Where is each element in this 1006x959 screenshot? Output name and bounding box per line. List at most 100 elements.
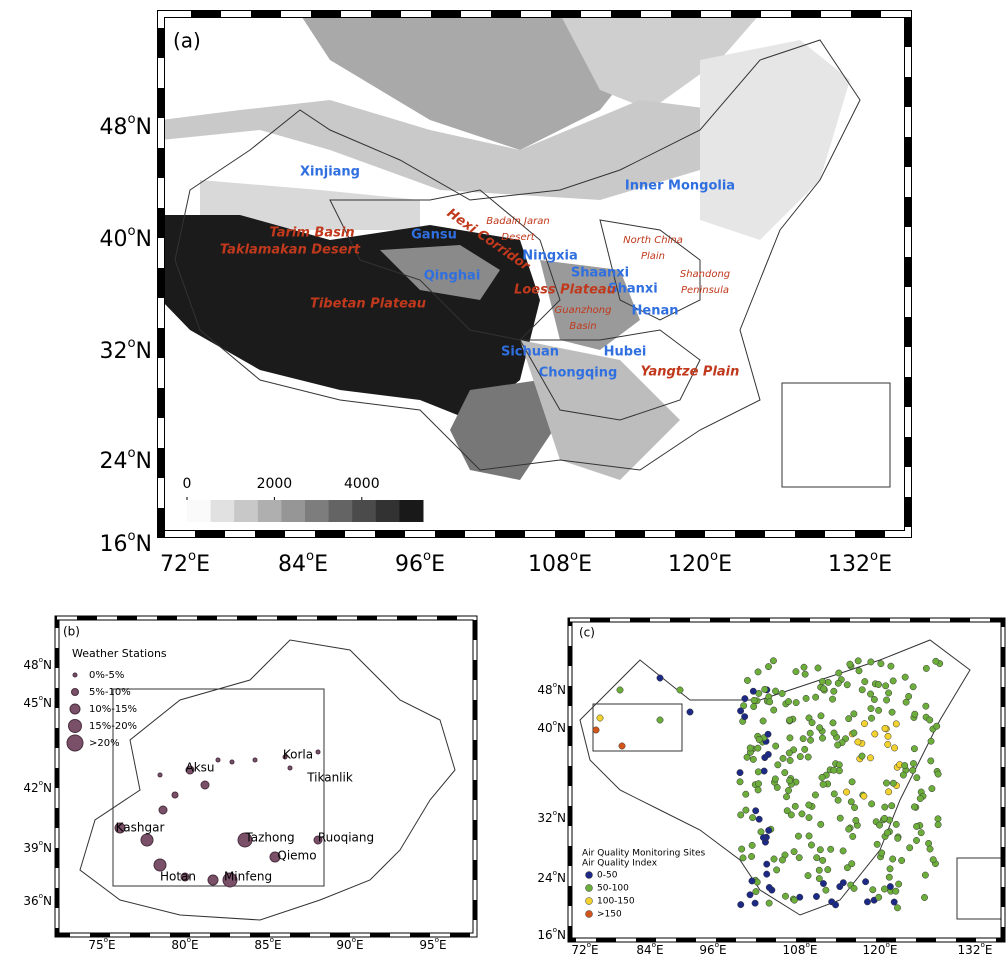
site-dot <box>902 674 908 680</box>
tick-label: 39oN <box>23 838 52 854</box>
tick-number: 24 <box>99 449 127 474</box>
site-dot <box>883 780 889 786</box>
station-dot <box>253 758 257 762</box>
site-dot <box>737 779 743 785</box>
tick-unit: N <box>136 227 152 252</box>
tick-number: 96 <box>395 552 423 577</box>
site-dot <box>783 794 789 800</box>
tick-number: 45 <box>23 696 38 710</box>
site-dot <box>791 897 797 903</box>
site-dot <box>593 727 599 733</box>
site-dot <box>760 834 766 840</box>
site-dot <box>766 699 772 705</box>
site-dot <box>771 856 777 862</box>
station-dot <box>159 806 167 814</box>
region-label: North China <box>623 235 683 246</box>
site-dot <box>848 799 854 805</box>
province-label: Hubei <box>604 345 647 360</box>
tick-unit: E <box>810 943 818 957</box>
tick-unit: E <box>196 552 210 577</box>
region-label: Basin <box>569 321 596 332</box>
tick-number: 39 <box>23 841 38 855</box>
site-dot <box>840 848 846 854</box>
site-dot <box>895 835 901 841</box>
legend-label: 15%-20% <box>89 721 137 732</box>
site-dot <box>905 693 911 699</box>
site-dot <box>740 855 746 861</box>
tick-number: 85 <box>254 938 269 952</box>
station-label: Kashgar <box>116 821 165 835</box>
site-dot <box>835 680 841 686</box>
tick-label: 24oN <box>99 446 152 474</box>
degree-sign: o <box>127 112 135 127</box>
site-dot <box>813 854 819 860</box>
panel-label: (c) <box>579 626 595 640</box>
site-dot <box>737 769 743 775</box>
province-label: Sichuan <box>501 345 559 360</box>
site-dot <box>935 822 941 828</box>
province-label: Inner Mongolia <box>625 179 735 194</box>
tick-unit: E <box>274 938 282 952</box>
site-dot <box>786 717 792 723</box>
site-dot <box>795 833 801 839</box>
site-dot <box>758 829 764 835</box>
colorbar-cell <box>352 500 376 522</box>
site-dot <box>800 735 806 741</box>
site-dot <box>807 737 813 743</box>
site-dot <box>855 739 861 745</box>
site-dot <box>761 768 767 774</box>
degree-sign: o <box>127 336 135 351</box>
site-dot <box>787 735 793 741</box>
tick-label: 96oE <box>699 940 726 956</box>
colorbar-cell <box>281 500 305 522</box>
station-label: Tazhong <box>244 831 294 845</box>
tick-label: 42oN <box>23 778 52 794</box>
site-dot <box>762 686 768 692</box>
site-dot <box>867 755 873 761</box>
site-dot <box>755 745 761 751</box>
site-dot <box>796 854 802 860</box>
station-dot <box>158 773 162 777</box>
tick-number: 40 <box>99 227 127 252</box>
site-dot <box>779 690 785 696</box>
tick-label: 45oN <box>23 693 52 709</box>
legend-label: 100-150 <box>597 897 635 907</box>
site-dot <box>782 769 788 775</box>
site-dot <box>889 856 895 862</box>
site-dot <box>818 713 824 719</box>
site-dot <box>889 802 895 808</box>
site-dot <box>803 695 809 701</box>
site-dot <box>771 707 777 713</box>
site-dot <box>910 767 916 773</box>
tick-unit: E <box>890 943 898 957</box>
site-dot <box>782 893 788 899</box>
site-dot <box>820 857 826 863</box>
degree-sign: o <box>870 549 878 564</box>
tick-label: 72oE <box>571 940 598 956</box>
site-dot <box>846 826 852 832</box>
site-dot <box>836 670 842 676</box>
tick-number: 48 <box>537 683 552 697</box>
legend-label: 10%-15% <box>89 704 137 715</box>
site-dot <box>859 753 865 759</box>
tick-unit: E <box>439 938 447 952</box>
region-label: Tarim Basin <box>269 226 354 241</box>
station-label: Ruoqiang <box>318 831 374 845</box>
site-dot <box>935 816 941 822</box>
site-dot <box>898 857 904 863</box>
tick-unit: N <box>43 781 52 795</box>
site-dot <box>818 821 824 827</box>
site-dot <box>738 901 744 907</box>
site-dot <box>887 883 893 889</box>
site-dot <box>799 811 805 817</box>
tick-unit: E <box>191 938 199 952</box>
site-dot <box>760 718 766 724</box>
region-label: Plain <box>641 251 665 262</box>
site-dot <box>793 699 799 705</box>
station-dot <box>216 758 220 762</box>
site-dot <box>823 887 829 893</box>
tick-unit: N <box>557 928 566 942</box>
tick-unit: N <box>43 658 52 672</box>
site-dot <box>851 711 857 717</box>
site-dot <box>830 720 836 726</box>
